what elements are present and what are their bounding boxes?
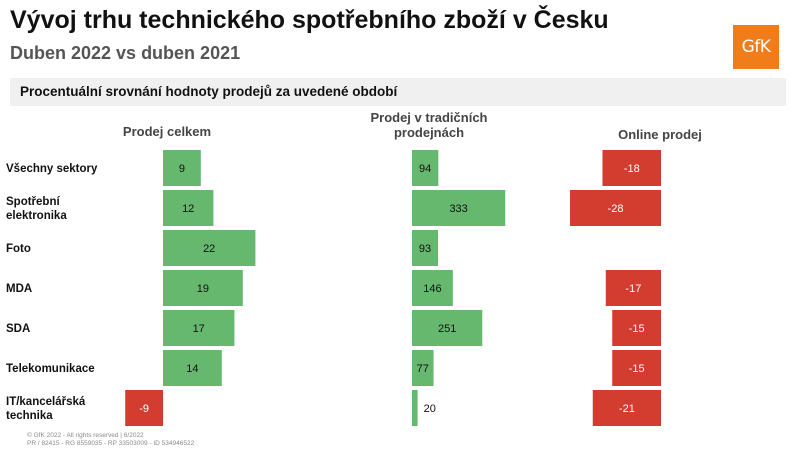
bar-online-prodej	[605, 270, 661, 306]
bar-prodej-celkem	[163, 270, 243, 306]
data-label-prodej-celkem: 14	[186, 363, 198, 375]
data-label-online-prodej: -18	[624, 163, 640, 175]
banner-text: Procentuální srovnání hodnoty prodejů za…	[20, 84, 398, 99]
data-label-tradicni-prodejny: 77	[417, 363, 429, 375]
data-label-tradicni-prodejny: 251	[438, 323, 456, 335]
bar-tradicni-prodejny	[412, 390, 418, 426]
bar-prodej-celkem	[163, 230, 256, 266]
data-label-tradicni-prodejny: 146	[423, 283, 441, 295]
category-label: MDA	[6, 283, 32, 295]
gfk-logo: GfK	[733, 25, 779, 69]
bar-prodej-celkem	[163, 190, 214, 226]
data-label-prodej-celkem: -9	[139, 403, 149, 415]
page-subtitle: Duben 2022 vs duben 2021	[10, 43, 241, 63]
copyright-line: © GfK 2022 - All rights reserved | 6/202…	[27, 432, 144, 439]
category-label: Spotřební elektronika	[6, 196, 67, 222]
copyright-footer: © GfK 2022 - All rights reserved | 6/202…	[27, 432, 194, 448]
series-header-online-prodej: Online prodej	[618, 127, 702, 142]
bar-tradicni-prodejny	[412, 270, 453, 306]
category-label: IT/kancelářská technika	[6, 396, 86, 422]
bar-prodej-celkem	[163, 350, 222, 386]
series-header-prodej-celkem: Prodej celkem	[123, 124, 211, 139]
bar-online-prodej	[602, 150, 661, 186]
bar-online-prodej	[612, 310, 661, 346]
bar-tradicni-prodejny	[412, 150, 439, 186]
category-label: SDA	[6, 323, 30, 335]
bar-prodej-celkem	[163, 310, 235, 346]
data-label-online-prodej: -15	[629, 363, 645, 375]
category-label: Všechny sektory	[6, 163, 98, 175]
chart-banner: Procentuální srovnání hodnoty prodejů za…	[10, 78, 786, 106]
data-label-prodej-celkem: 12	[182, 203, 194, 215]
data-label-tradicni-prodejny: 20	[424, 403, 436, 415]
bar-prodej-celkem	[163, 150, 201, 186]
data-label-tradicni-prodejny: 333	[449, 203, 467, 215]
category-label: Foto	[6, 243, 31, 255]
bar-online-prodej	[612, 350, 661, 386]
data-label-prodej-celkem: 17	[193, 323, 205, 335]
bar-tradicni-prodejny	[412, 190, 506, 226]
data-label-online-prodej: -15	[629, 323, 645, 335]
data-label-prodej-celkem: 19	[197, 283, 209, 295]
bar-online-prodej	[570, 190, 661, 226]
bar-prodej-celkem	[125, 390, 163, 426]
data-label-online-prodej: -28	[608, 203, 624, 215]
reference-line: PR / 82415 - RG 8559035 - RP 33503009 - …	[27, 440, 195, 447]
bar-tradicni-prodejny	[412, 310, 483, 346]
category-label: Telekomunikace	[6, 363, 95, 375]
bar-online-prodej	[592, 390, 661, 426]
series-header-tradicni-prodejny: Prodej v tradičních prodejnách	[370, 110, 487, 140]
data-label-prodej-celkem: 22	[203, 243, 215, 255]
bar-tradicni-prodejny	[412, 230, 439, 266]
data-label-prodej-celkem: 9	[179, 163, 185, 175]
data-label-online-prodej: -17	[625, 283, 641, 295]
page-title: Vývoj trhu technického spotřebního zboží…	[10, 6, 609, 34]
data-label-tradicni-prodejny: 93	[419, 243, 431, 255]
data-label-online-prodej: -21	[619, 403, 635, 415]
bar-tradicni-prodejny	[412, 350, 434, 386]
data-label-tradicni-prodejny: 94	[419, 163, 431, 175]
